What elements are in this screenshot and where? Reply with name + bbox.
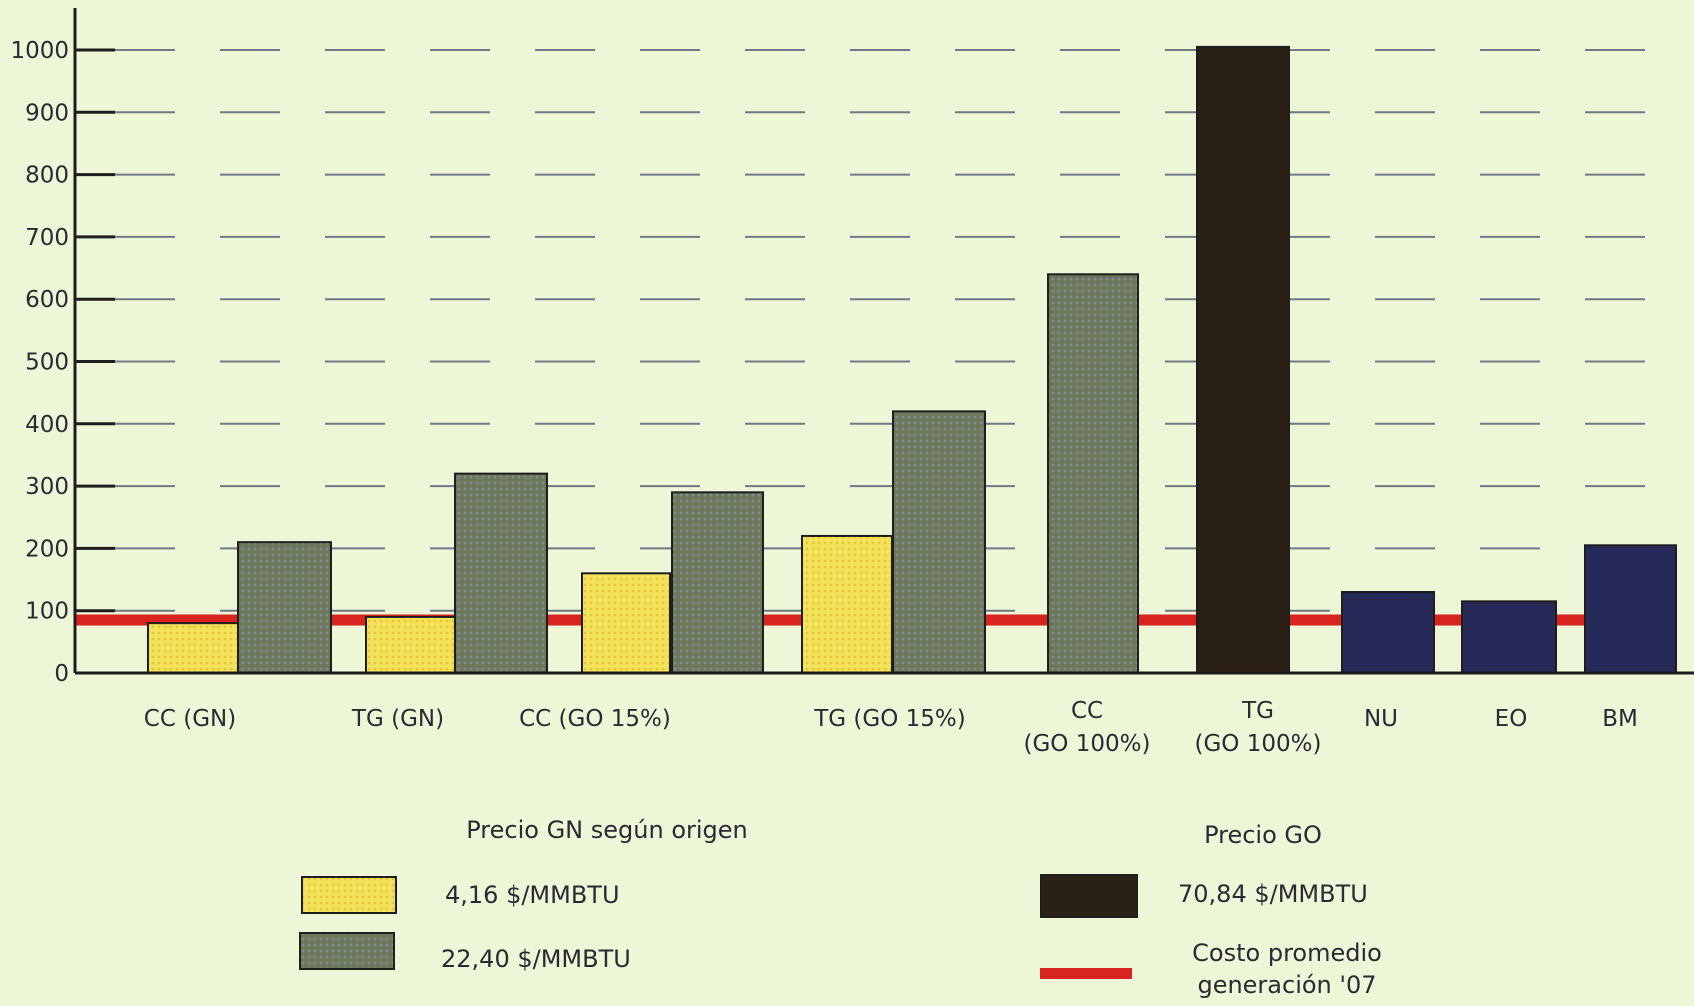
y-tick-label: 600 [25, 287, 69, 313]
category-label: NU [1364, 706, 1398, 732]
legend-item-label: 70,84 $/MMBTU [1178, 880, 1368, 908]
y-tick-label: 400 [25, 412, 69, 438]
y-tick-label: 500 [25, 350, 69, 376]
bar [147, 622, 239, 674]
category-label: TG (GN) [351, 706, 444, 732]
legend-item-label: 22,40 $/MMBTU [441, 945, 631, 973]
category-label: (GO 100%) [1024, 731, 1151, 757]
bars [147, 45, 1677, 675]
bar [671, 491, 764, 674]
legend-swatch [1040, 874, 1138, 918]
legend-swatch-line [1040, 968, 1132, 979]
legend-title-go: Precio GO [1204, 821, 1322, 849]
bar [1047, 273, 1139, 674]
bar [237, 541, 332, 674]
legend-item-label: 4,16 $/MMBTU [445, 881, 620, 909]
bar [1584, 544, 1677, 674]
y-tick-label: 1000 [10, 38, 69, 64]
category-label: CC [1071, 698, 1103, 724]
legend-item-label: generación '07 [1197, 971, 1376, 999]
legend-swatch [299, 932, 395, 970]
category-label: TG (GO 15%) [813, 706, 966, 732]
y-tick-label: 0 [54, 661, 69, 687]
bar [1461, 600, 1557, 674]
bar [581, 572, 671, 675]
y-tick-label: 200 [25, 536, 69, 562]
bar [1341, 591, 1435, 675]
category-label: (GO 100%) [1195, 731, 1322, 757]
y-tick-label: 100 [25, 599, 69, 625]
y-tick-label: 900 [25, 100, 69, 126]
y-tick-label: 300 [25, 474, 69, 500]
y-tick-label: 700 [25, 225, 69, 251]
bar [892, 410, 986, 674]
bar [454, 472, 548, 675]
legend-swatch [301, 876, 397, 914]
axes: 0 100 200 300 400 500 600 700 800 900 1000 CC (GN) T… [10, 8, 1694, 757]
bar [1196, 45, 1290, 674]
legend: Precio GN según origen Precio GO 4,16 $/MM… [299, 816, 1382, 999]
category-label: BM [1602, 706, 1638, 732]
category-label: TG [1241, 698, 1274, 724]
gridlines [115, 49, 1674, 612]
bar [365, 615, 456, 674]
category-label: CC (GN) [144, 706, 236, 732]
y-tick-label: 800 [25, 163, 69, 189]
legend-title-gn: Precio GN según origen [466, 816, 748, 844]
category-label: EO [1495, 706, 1528, 732]
category-label: CC (GO 15%) [519, 706, 671, 732]
bar [801, 534, 893, 674]
legend-item-label: Costo promedio [1192, 939, 1382, 967]
